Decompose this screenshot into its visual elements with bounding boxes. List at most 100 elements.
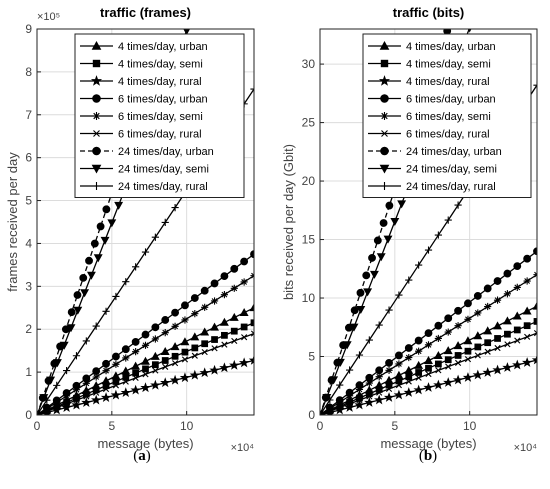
series-marker xyxy=(122,378,129,385)
series-marker xyxy=(86,271,96,280)
series-marker xyxy=(102,385,110,393)
series-marker xyxy=(533,81,537,89)
series-marker xyxy=(504,341,511,348)
series-5 xyxy=(320,271,537,415)
series-marker xyxy=(433,379,444,390)
series-marker xyxy=(142,371,149,378)
series-marker xyxy=(374,394,385,405)
series-marker xyxy=(326,396,334,404)
legend-label: 6 times/day, rural xyxy=(406,129,490,141)
series-marker xyxy=(130,384,141,395)
series-marker xyxy=(151,233,159,241)
series-marker xyxy=(39,394,49,403)
y-tick-label: 30 xyxy=(302,57,316,71)
series-marker xyxy=(373,236,382,245)
series-marker xyxy=(533,330,537,337)
series-marker xyxy=(219,317,229,326)
x-axis-label: message (bytes) xyxy=(380,436,476,451)
series-marker xyxy=(219,362,230,373)
series-marker xyxy=(141,248,150,256)
series-marker xyxy=(444,216,452,224)
series-marker xyxy=(230,327,238,335)
series-marker xyxy=(112,292,120,301)
y-tick-label: 20 xyxy=(302,174,316,188)
series-marker xyxy=(240,278,248,286)
series-marker xyxy=(452,374,464,385)
series-marker xyxy=(425,370,432,378)
x-exponent: ×10⁴ xyxy=(514,442,538,454)
series-marker xyxy=(512,311,522,320)
series-marker xyxy=(183,29,191,36)
series-marker xyxy=(445,363,452,370)
series-marker xyxy=(464,315,472,323)
series-marker xyxy=(375,366,384,375)
series-marker xyxy=(43,396,51,404)
series-marker xyxy=(85,256,93,265)
series-marker xyxy=(385,306,393,314)
series-marker xyxy=(161,329,169,337)
series-marker xyxy=(385,381,393,389)
series-marker xyxy=(161,316,170,324)
legend-label: 6 times/day, rural xyxy=(118,129,202,141)
series-marker xyxy=(345,366,354,374)
series-marker xyxy=(169,374,181,385)
series-marker xyxy=(161,218,169,227)
series-marker xyxy=(162,363,169,370)
series-marker xyxy=(403,387,414,397)
series-marker xyxy=(141,341,150,349)
series-marker xyxy=(483,284,492,293)
series-marker xyxy=(107,219,117,228)
legend-marker xyxy=(380,112,389,120)
series-marker xyxy=(349,323,359,332)
panel-label: (a) xyxy=(133,448,151,464)
series-marker xyxy=(111,352,120,361)
series-marker xyxy=(345,392,354,400)
series-marker xyxy=(395,360,403,368)
series-marker xyxy=(220,291,229,299)
series-marker xyxy=(413,384,424,395)
series-marker xyxy=(454,322,462,330)
series-marker xyxy=(415,347,423,355)
series-marker xyxy=(229,359,240,370)
series-marker xyxy=(484,348,491,355)
series-marker xyxy=(405,353,413,362)
legend-label: 6 times/day, semi xyxy=(118,111,203,123)
series-marker xyxy=(112,360,120,368)
series-marker xyxy=(181,348,189,356)
series-marker xyxy=(385,201,394,210)
series-marker xyxy=(43,408,50,415)
series-marker xyxy=(435,367,442,374)
series-marker xyxy=(474,343,482,351)
y-tick-label: 2 xyxy=(25,322,32,336)
series-marker xyxy=(376,389,383,396)
series-marker xyxy=(379,219,388,227)
series-marker xyxy=(191,344,199,352)
series-marker xyxy=(433,351,443,360)
series-marker xyxy=(90,239,99,248)
legend: 4 times/day, urban 4 times/day, semi 4 tim… xyxy=(362,33,532,198)
series-marker xyxy=(102,367,110,375)
x-exponent: ×10⁴ xyxy=(231,442,255,454)
series-marker xyxy=(179,372,191,383)
series-marker xyxy=(424,246,433,254)
series-marker xyxy=(424,329,433,338)
panel-label: (b) xyxy=(419,448,437,464)
series-marker xyxy=(532,301,537,310)
series-marker xyxy=(365,379,373,387)
legend-label: 4 times/day, urban xyxy=(406,41,496,53)
series-marker xyxy=(434,321,443,330)
series-marker xyxy=(494,335,501,342)
series-marker xyxy=(112,378,120,385)
series-marker xyxy=(364,397,375,407)
series-marker xyxy=(362,271,371,280)
series-marker xyxy=(190,332,200,341)
series-marker xyxy=(92,322,100,330)
series-marker xyxy=(503,290,512,298)
series-2 xyxy=(320,318,537,415)
chart-title: traffic (frames) xyxy=(100,5,191,20)
series-marker xyxy=(229,312,239,321)
y-tick-label: 6 xyxy=(25,151,32,165)
series-marker xyxy=(100,392,112,403)
series-marker xyxy=(444,314,453,323)
series-marker xyxy=(150,379,161,390)
